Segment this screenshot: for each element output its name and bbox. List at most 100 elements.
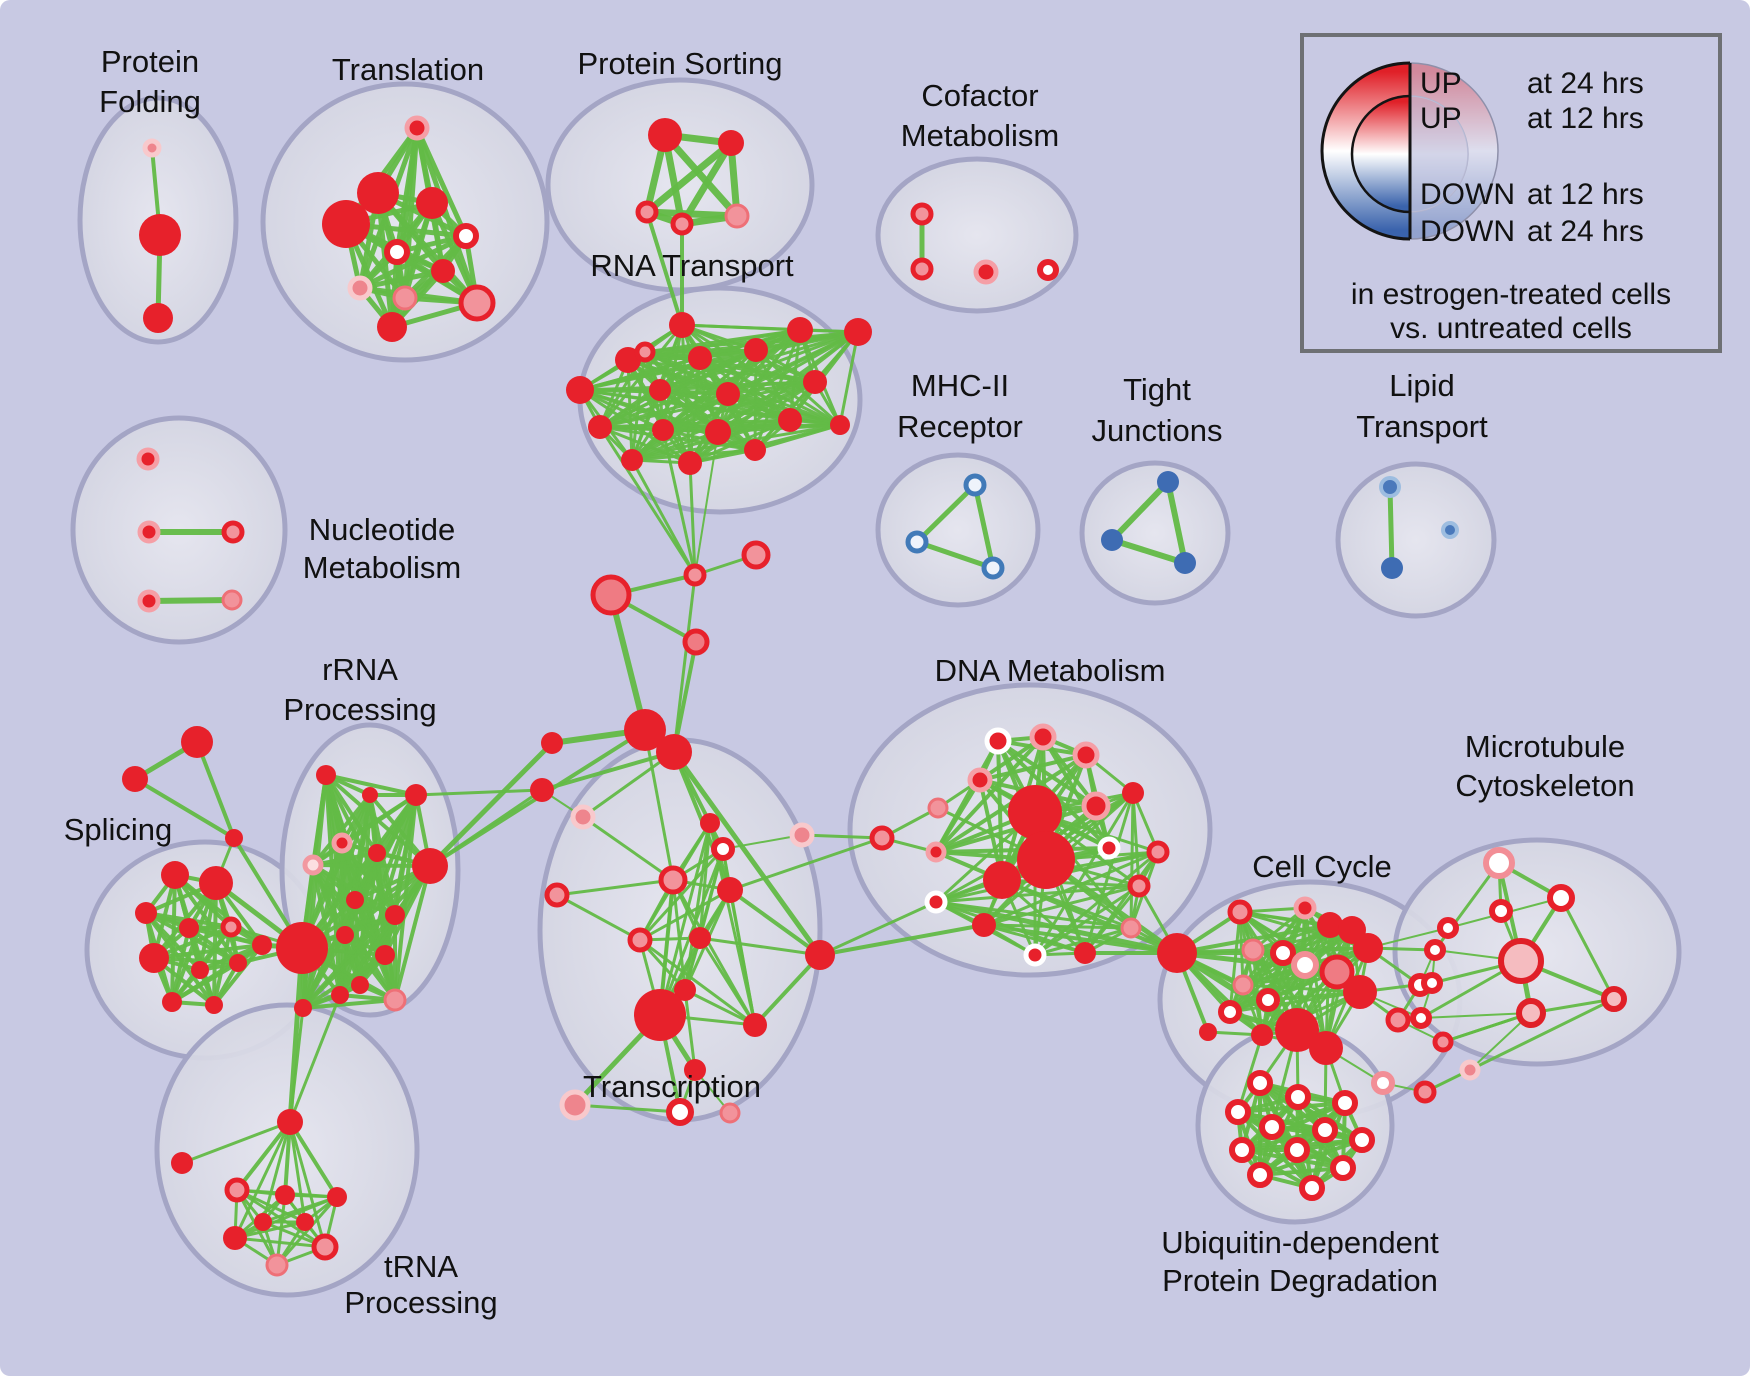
cluster-label-cofactor-metabolism: Cofactor <box>921 78 1038 113</box>
node-cell-cycle <box>1275 1008 1319 1052</box>
legend-up12-time: at 12 hrs <box>1527 102 1644 135</box>
edge <box>212 881 218 1007</box>
edge <box>914 539 996 571</box>
node-dna-metabolism <box>1017 831 1075 889</box>
node-rrna-processing <box>346 891 364 909</box>
node-trna-processing <box>275 1185 295 1205</box>
edge <box>581 750 676 819</box>
node-microtubule-cytoskeleton <box>1371 1071 1395 1095</box>
node-cell-cycle <box>1319 954 1355 990</box>
cluster-label-mhc-ii-receptor: Receptor <box>897 409 1023 444</box>
node-rrna-processing <box>405 784 427 806</box>
cluster-label-transcription: Transcription <box>583 1069 761 1104</box>
edge <box>540 750 676 792</box>
node-splicing <box>135 902 157 924</box>
edge <box>1165 479 1188 566</box>
node-nucleotide-metabolism <box>136 447 160 471</box>
node-dna-metabolism <box>1146 840 1170 864</box>
node-connectors <box>181 726 213 758</box>
edge <box>311 793 372 867</box>
node-transcription <box>805 940 835 970</box>
edge <box>698 936 757 1027</box>
edge <box>1109 537 1188 566</box>
edge <box>343 864 432 937</box>
edge <box>338 913 397 997</box>
node-translation <box>416 187 448 219</box>
edge <box>288 1120 307 1224</box>
node-rna-transport <box>566 376 594 404</box>
node-cell-cycle <box>1317 912 1343 938</box>
node-transcription <box>719 1102 741 1124</box>
node-connectors <box>225 829 243 847</box>
legend-caption-line1: in estrogen-treated cells <box>1350 278 1672 311</box>
legend-down12-label: DOWN <box>1420 178 1515 211</box>
node-ubiquitin-degradation <box>1284 1137 1310 1163</box>
edge <box>688 461 697 577</box>
cluster-label-lipid-transport: Transport <box>1356 409 1488 444</box>
edge <box>683 988 697 1072</box>
node-cofactor-metabolism <box>910 257 934 281</box>
node-microtubule-cytoskeleton <box>1421 972 1443 994</box>
node-dna-metabolism <box>1029 723 1057 751</box>
node-rna-transport <box>803 370 827 394</box>
cluster-label-tight-junctions: Tight <box>1123 372 1191 407</box>
node-protein-sorting <box>724 203 750 229</box>
node-transcription <box>684 1059 706 1081</box>
node-transcription <box>658 865 688 895</box>
node-transcription <box>634 989 686 1041</box>
edge <box>1083 791 1135 955</box>
edge <box>1441 1011 1533 1044</box>
cluster-label-trna-processing: Processing <box>344 1285 497 1320</box>
node-microtubule-cytoskeleton <box>1432 1031 1454 1053</box>
node-transcription <box>711 837 735 861</box>
node-dna-metabolism <box>1120 917 1142 939</box>
node-dna-metabolism <box>1127 874 1151 898</box>
edge <box>661 380 817 432</box>
node-connectors <box>122 766 148 792</box>
legend-gradient-icon <box>1320 61 1499 241</box>
node-connectors <box>741 540 771 570</box>
node-translation <box>384 239 410 265</box>
node-rrna-processing <box>276 922 328 974</box>
node-ubiquitin-degradation <box>1332 1090 1358 1116</box>
edge <box>982 850 1160 927</box>
node-rrna-processing <box>336 926 354 944</box>
edge <box>133 777 236 840</box>
cluster-label-rrna-processing: Processing <box>283 692 436 727</box>
legend-down24-label: DOWN <box>1420 215 1515 248</box>
node-rrna-processing <box>294 999 312 1017</box>
node-microtubule-cytoskeleton <box>1413 1080 1437 1104</box>
node-dna-metabolism <box>1097 836 1121 860</box>
node-trna-processing <box>277 1109 303 1135</box>
node-connectors <box>789 822 815 848</box>
node-ubiquitin-degradation <box>1330 1155 1356 1181</box>
node-rna-transport <box>588 415 612 439</box>
node-protein-folding <box>142 138 162 158</box>
edge <box>301 933 347 1010</box>
edge <box>1000 878 1179 955</box>
edge <box>288 1006 305 1124</box>
node-transcription <box>674 979 696 1001</box>
node-connectors <box>683 563 707 587</box>
node-nucleotide-metabolism <box>221 589 243 611</box>
node-rna-transport <box>621 449 643 471</box>
cluster-label-translation: Translation <box>332 52 484 87</box>
node-translation <box>431 259 455 283</box>
edge <box>658 388 842 427</box>
edge <box>288 1120 339 1199</box>
node-cell-cycle <box>1256 988 1280 1012</box>
node-trna-processing <box>311 1233 339 1261</box>
node-protein-sorting <box>718 130 744 156</box>
edge <box>261 1195 339 1224</box>
node-cell-cycle <box>1291 951 1319 979</box>
node-ubiquitin-degradation <box>1259 1114 1285 1140</box>
node-lipid-transport <box>1381 557 1403 579</box>
edge <box>982 923 1179 955</box>
edge <box>555 878 675 897</box>
edge <box>311 851 379 867</box>
node-transcription <box>666 1098 694 1126</box>
node-rrna-processing <box>316 765 336 785</box>
node-rrna-processing <box>331 832 353 854</box>
